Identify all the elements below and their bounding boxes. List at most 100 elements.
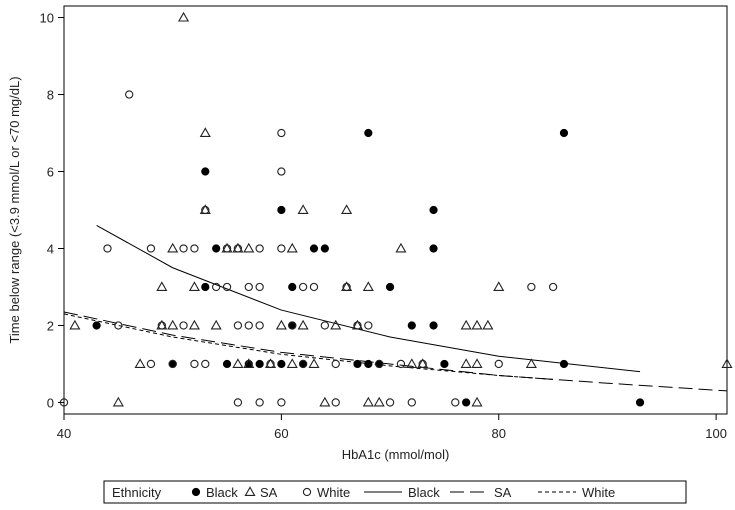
fit-line-black bbox=[96, 224, 641, 373]
point-white bbox=[255, 244, 264, 253]
point-sa bbox=[460, 358, 472, 368]
point-black bbox=[559, 128, 569, 138]
point-black bbox=[255, 359, 264, 369]
point-white bbox=[233, 398, 243, 407]
point-white bbox=[114, 321, 123, 330]
legend-item: Black bbox=[191, 485, 238, 500]
point-white bbox=[201, 205, 210, 215]
legend-label: White bbox=[317, 485, 350, 500]
point-white bbox=[125, 90, 134, 99]
point-black bbox=[201, 167, 210, 176]
legend-title: Ethnicity bbox=[112, 485, 162, 500]
point-sa bbox=[297, 204, 309, 214]
y-tick-label: 8 bbox=[47, 88, 54, 103]
point-white bbox=[255, 282, 264, 292]
point-black bbox=[440, 359, 449, 369]
point-white bbox=[342, 282, 351, 292]
point-black bbox=[309, 244, 319, 253]
point-white bbox=[277, 167, 286, 176]
point-sa bbox=[362, 396, 374, 407]
legend-item: SA bbox=[450, 485, 512, 500]
point-sa bbox=[308, 358, 320, 368]
point-white bbox=[396, 359, 406, 369]
point-black bbox=[385, 282, 395, 292]
y-tick-label: 10 bbox=[40, 11, 54, 26]
point-white bbox=[331, 359, 340, 369]
point-sa bbox=[275, 319, 287, 330]
legend-item: Black bbox=[364, 485, 440, 500]
point-white bbox=[288, 321, 297, 330]
point-sa bbox=[721, 358, 733, 368]
point-white bbox=[298, 282, 308, 292]
point-sa bbox=[112, 396, 124, 407]
y-tick-label: 6 bbox=[47, 165, 54, 180]
point-sa bbox=[156, 281, 168, 291]
point-white bbox=[201, 359, 210, 369]
legend-marker bbox=[244, 486, 256, 497]
point-sa bbox=[330, 319, 342, 330]
y-axis-label: Time below range (<3.9 mmol/L or <70 mg/… bbox=[7, 76, 22, 343]
point-black bbox=[559, 359, 569, 369]
point-sa bbox=[362, 281, 374, 291]
point-sa bbox=[188, 319, 200, 330]
point-sa bbox=[482, 319, 494, 330]
point-black bbox=[320, 244, 329, 253]
fit-line-sa bbox=[63, 311, 728, 392]
point-white bbox=[255, 321, 264, 330]
point-white bbox=[255, 398, 264, 407]
point-white bbox=[244, 282, 253, 292]
point-white bbox=[331, 398, 340, 407]
point-white bbox=[244, 321, 253, 330]
x-axis-label: HbA1c (mmol/mol) bbox=[342, 447, 450, 462]
point-sa bbox=[406, 358, 418, 368]
point-black bbox=[429, 205, 438, 215]
point-sa bbox=[493, 281, 505, 291]
point-white bbox=[353, 321, 362, 330]
legend-item: SA bbox=[244, 485, 278, 500]
point-sa bbox=[199, 127, 211, 138]
point-white bbox=[298, 359, 308, 369]
point-sa bbox=[69, 319, 81, 330]
point-white bbox=[212, 282, 221, 292]
point-black bbox=[429, 321, 438, 330]
legend-label: White bbox=[582, 485, 615, 500]
point-black bbox=[364, 359, 373, 369]
point-sa bbox=[134, 358, 146, 368]
point-white bbox=[59, 398, 69, 407]
point-white bbox=[222, 244, 232, 253]
point-white bbox=[103, 244, 112, 253]
y-tick-label: 0 bbox=[47, 395, 54, 410]
point-white bbox=[418, 359, 427, 369]
point-sa bbox=[471, 396, 483, 407]
data-marks bbox=[59, 11, 733, 407]
point-black bbox=[407, 321, 416, 330]
y-tick-label: 4 bbox=[47, 241, 54, 256]
legend-marker bbox=[302, 487, 312, 497]
point-white bbox=[157, 321, 166, 330]
point-black bbox=[429, 244, 438, 253]
point-sa bbox=[373, 396, 385, 407]
point-sa bbox=[471, 319, 483, 330]
point-black bbox=[277, 205, 286, 215]
point-white bbox=[190, 359, 199, 369]
point-black bbox=[288, 282, 297, 292]
point-sa bbox=[395, 242, 407, 253]
point-white bbox=[146, 244, 156, 253]
point-white bbox=[146, 359, 156, 369]
legend-label: SA bbox=[494, 485, 512, 500]
point-white bbox=[190, 244, 199, 253]
x-tick-label: 40 bbox=[57, 426, 71, 441]
legend-label: Black bbox=[408, 485, 440, 500]
point-sa bbox=[319, 396, 331, 407]
legend-label: Black bbox=[206, 485, 238, 500]
point-white bbox=[375, 359, 384, 369]
point-white bbox=[277, 398, 286, 407]
x-tick-label: 60 bbox=[274, 426, 288, 441]
point-white bbox=[277, 244, 286, 253]
point-white bbox=[179, 244, 188, 253]
point-white bbox=[233, 244, 243, 253]
x-tick-label: 80 bbox=[492, 426, 506, 441]
point-white bbox=[277, 128, 286, 138]
